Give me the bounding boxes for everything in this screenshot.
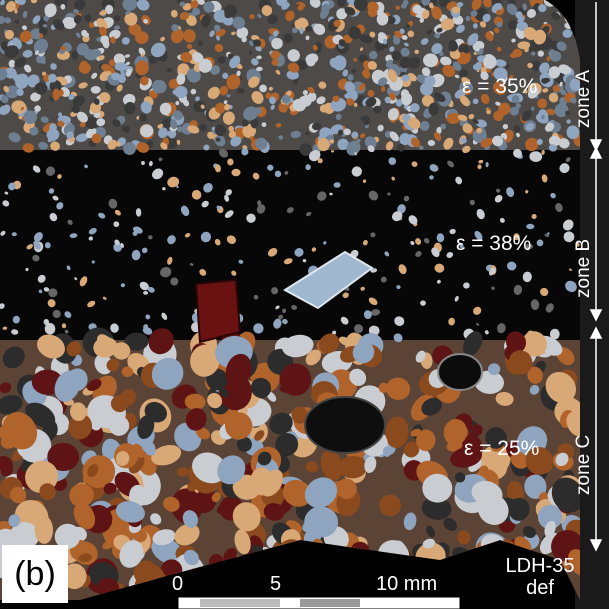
panel-label: (b) [2, 545, 68, 603]
zone-c-label: zone C [573, 434, 594, 495]
zone-b-label: zone B [573, 238, 594, 298]
zone-b-strain: ε = 38% [456, 232, 532, 255]
sample-id-line2: def [526, 577, 554, 599]
scale-tick-10mm: 10 mm [376, 573, 438, 595]
scale-tick-5: 5 [270, 573, 282, 595]
sample-id-line1: LDH-35 [505, 555, 575, 577]
scale-tick-0: 0 [172, 573, 184, 595]
zone-a-strain: ε = 35% [462, 75, 538, 98]
sample-id: LDH-35 def [500, 556, 580, 598]
zone-c-strain: ε = 25% [464, 437, 540, 460]
zone-a-label: zone A [573, 69, 594, 128]
zone-arrows [589, 2, 603, 552]
scale-bar [177, 596, 461, 609]
